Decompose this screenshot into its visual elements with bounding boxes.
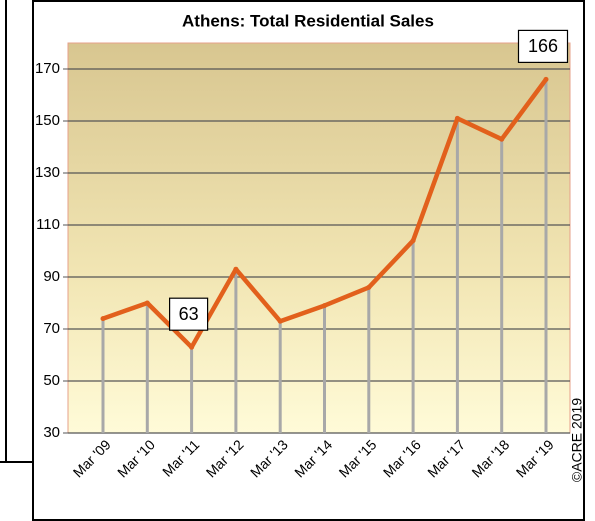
chart-title: Athens: Total Residential Sales (182, 11, 434, 30)
y-tick-label: 50 (43, 372, 60, 389)
point (499, 136, 505, 142)
y-tick-label: 110 (36, 216, 60, 233)
point (454, 115, 460, 121)
y-tick-label: 30 (43, 424, 60, 441)
point (366, 284, 372, 290)
point (144, 300, 150, 306)
point (543, 76, 549, 82)
point (233, 266, 239, 272)
data-label-box (169, 297, 209, 331)
y-tick-label: 170 (35, 60, 60, 77)
point (410, 238, 416, 244)
point (189, 344, 195, 350)
data-label-box (517, 29, 569, 63)
point (322, 303, 327, 309)
y-tick-label: 90 (43, 268, 60, 285)
y-tick-label: 70 (43, 320, 60, 337)
point (277, 318, 283, 324)
point (100, 316, 106, 322)
plot-area (67, 42, 571, 434)
data-label: 166 (528, 36, 558, 56)
y-tick-label: 130 (35, 164, 60, 181)
copyright: ©ACRE 2019 (569, 398, 585, 482)
y-tick-label: 150 (35, 112, 60, 129)
data-label: 63 (179, 304, 199, 324)
